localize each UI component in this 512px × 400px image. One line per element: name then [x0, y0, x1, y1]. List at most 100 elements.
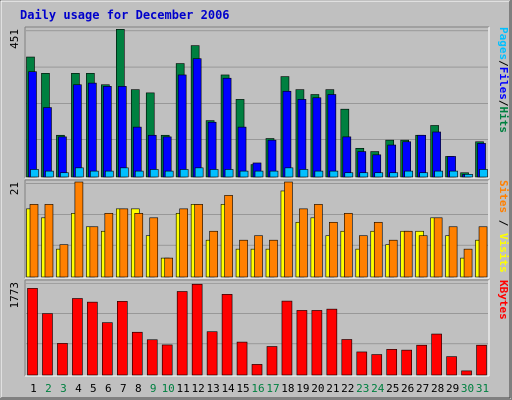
- kbytes-bar: [131, 331, 143, 376]
- sites-bar: [104, 213, 114, 278]
- kbytes-bar: [146, 339, 158, 376]
- y-axis-max-label: 1773: [8, 282, 21, 309]
- x-tick-label: 18: [281, 382, 294, 395]
- sites-bar: [89, 226, 99, 278]
- x-tick-label: 14: [221, 382, 235, 395]
- files-bar: [73, 84, 82, 178]
- pages-bar: [404, 170, 413, 178]
- kbytes-bar: [401, 349, 412, 376]
- files-bar: [132, 126, 142, 178]
- panel-top: 451 Pages/Files/Hits: [8, 26, 510, 179]
- x-tick-label: 2: [45, 382, 52, 395]
- pages-bar: [90, 170, 99, 178]
- pages-bar: [120, 167, 129, 178]
- pages-bar: [329, 170, 339, 178]
- x-tick-label: 26: [401, 382, 414, 395]
- files-bar: [327, 94, 337, 178]
- sites-bar: [388, 239, 398, 278]
- files-bar: [387, 144, 397, 178]
- sites-bar: [179, 208, 188, 278]
- sites-bar: [74, 181, 84, 278]
- files-bar: [312, 97, 322, 178]
- y-axis-max-label: 451: [8, 29, 21, 49]
- legend-entry: /: [497, 213, 510, 233]
- files-bar: [297, 99, 307, 178]
- kbytes-bar: [296, 310, 308, 376]
- kbytes-bar: [386, 349, 398, 376]
- sites-bar: [373, 221, 383, 278]
- sites-bar: [418, 235, 428, 278]
- sites-bar: [239, 239, 248, 278]
- files-bar: [282, 90, 292, 178]
- pages-bar: [314, 170, 324, 178]
- panel-legend: Pages/Files/Hits: [497, 27, 510, 133]
- legend-entry: /: [497, 60, 510, 67]
- pages-bar: [374, 172, 384, 178]
- kbytes-bar: [42, 313, 53, 376]
- files-bar: [58, 136, 67, 178]
- x-tick-label: 10: [162, 382, 175, 395]
- sites-bar: [344, 213, 353, 278]
- kbytes-bar: [341, 339, 353, 376]
- x-tick-label: 3: [60, 382, 67, 395]
- pages-bar: [284, 167, 294, 178]
- panel-bottom: 1773 KBytes: [8, 279, 510, 377]
- kbytes-bar: [461, 370, 472, 376]
- x-tick-label: 11: [177, 382, 190, 395]
- pages-bar: [209, 169, 219, 178]
- x-tick-label: 21: [326, 382, 339, 395]
- files-bar: [118, 86, 127, 178]
- sites-bar: [329, 221, 338, 278]
- legend-entry: Pages: [497, 27, 510, 60]
- legend-entry: /: [497, 100, 510, 107]
- x-tick-label: 7: [120, 382, 127, 395]
- pages-bar: [149, 169, 159, 178]
- legend-entry: Hits: [497, 107, 510, 134]
- pages-bar: [30, 169, 39, 178]
- sites-bar: [209, 230, 218, 278]
- chart-title: Daily usage for December 2006: [20, 8, 230, 22]
- pages-bar: [75, 167, 84, 178]
- sites-bar: [463, 248, 473, 278]
- sites-bar: [134, 213, 144, 278]
- kbytes-bar: [206, 331, 218, 376]
- files-bar: [342, 136, 352, 178]
- kbytes-bar: [236, 341, 248, 376]
- sites-bar: [433, 217, 443, 278]
- kbytes-bar: [117, 301, 128, 376]
- y-axis-max-label: 21: [8, 182, 21, 195]
- files-bar: [28, 71, 37, 178]
- pages-bar: [449, 170, 458, 178]
- kbytes-bar: [431, 333, 442, 376]
- pages-bar: [269, 170, 279, 178]
- kbytes-bar: [446, 356, 457, 376]
- x-tick-label: 4: [75, 382, 82, 395]
- kbytes-bar: [311, 310, 323, 376]
- kbytes-bar: [416, 344, 427, 376]
- sites-bar: [59, 244, 69, 278]
- sites-bar: [358, 235, 368, 278]
- kbytes-bar: [161, 344, 173, 376]
- sites-bar: [269, 239, 278, 278]
- sites-bar: [164, 257, 174, 278]
- x-tick-label: 25: [386, 382, 399, 395]
- pages-bar: [344, 172, 354, 178]
- x-tick-label: 15: [236, 382, 249, 395]
- pages-bar: [60, 172, 69, 178]
- pages-bar: [134, 170, 144, 178]
- x-tick-label: 19: [296, 382, 309, 395]
- files-bar: [222, 77, 232, 178]
- kbytes-bar: [476, 344, 487, 376]
- legend-entry: Sites: [497, 180, 510, 213]
- panel-middle: 21 Sites / Visits: [8, 179, 510, 279]
- x-tick-label: 1: [30, 382, 37, 395]
- pages-bar: [45, 170, 54, 178]
- pages-bar: [359, 172, 369, 178]
- pages-bar: [254, 170, 264, 178]
- files-bar: [88, 82, 97, 178]
- files-bar: [43, 107, 52, 178]
- pages-bar: [479, 169, 488, 178]
- kbytes-bar: [266, 346, 278, 376]
- files-bar: [192, 58, 202, 178]
